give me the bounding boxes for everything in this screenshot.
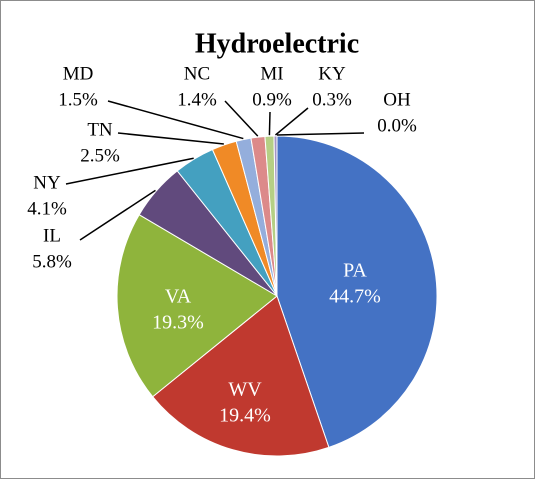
value-label: 1.4%	[177, 89, 217, 110]
pie-slice	[116, 214, 278, 398]
value-label: 1.5%	[58, 89, 98, 110]
category-label: MI	[260, 63, 283, 84]
value-label: 0.0%	[377, 115, 417, 136]
value-label: 0.3%	[312, 89, 352, 110]
value-label: 44.7%	[329, 286, 381, 308]
category-label: PA	[343, 260, 367, 282]
leader-line	[224, 100, 259, 137]
category-label: WV	[228, 379, 262, 401]
value-label: 0.9%	[252, 89, 292, 110]
value-label: 5.8%	[32, 251, 72, 272]
leader-line	[268, 111, 271, 136]
pie-slice	[276, 135, 438, 448]
leader-line	[276, 132, 365, 136]
category-label: NY	[33, 172, 61, 193]
leader-line	[275, 107, 309, 136]
value-label: 19.4%	[219, 405, 271, 427]
category-label: IL	[43, 225, 61, 246]
category-label: NC	[184, 63, 210, 84]
leader-line	[117, 132, 224, 145]
category-label: OH	[383, 89, 411, 110]
category-label: KY	[318, 63, 346, 84]
leader-line	[79, 189, 156, 241]
leader-line	[107, 100, 244, 140]
value-label: 2.5%	[80, 145, 120, 166]
chart-title: Hydroelectric	[195, 28, 359, 59]
category-label: VA	[165, 286, 192, 308]
value-label: 4.1%	[27, 198, 67, 219]
leader-line	[65, 157, 194, 185]
category-label: TN	[87, 119, 113, 140]
value-label: 19.3%	[152, 312, 204, 334]
pie-slice	[151, 295, 330, 457]
category-label: MD	[63, 63, 94, 84]
